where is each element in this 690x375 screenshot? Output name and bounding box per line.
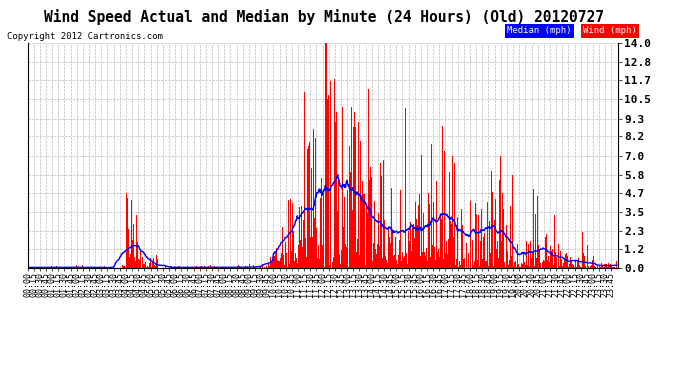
Text: Wind Speed Actual and Median by Minute (24 Hours) (Old) 20120727: Wind Speed Actual and Median by Minute (… <box>44 9 604 26</box>
Text: Median (mph): Median (mph) <box>507 26 571 35</box>
Text: Copyright 2012 Cartronics.com: Copyright 2012 Cartronics.com <box>7 32 163 41</box>
Text: Wind (mph): Wind (mph) <box>583 26 637 35</box>
